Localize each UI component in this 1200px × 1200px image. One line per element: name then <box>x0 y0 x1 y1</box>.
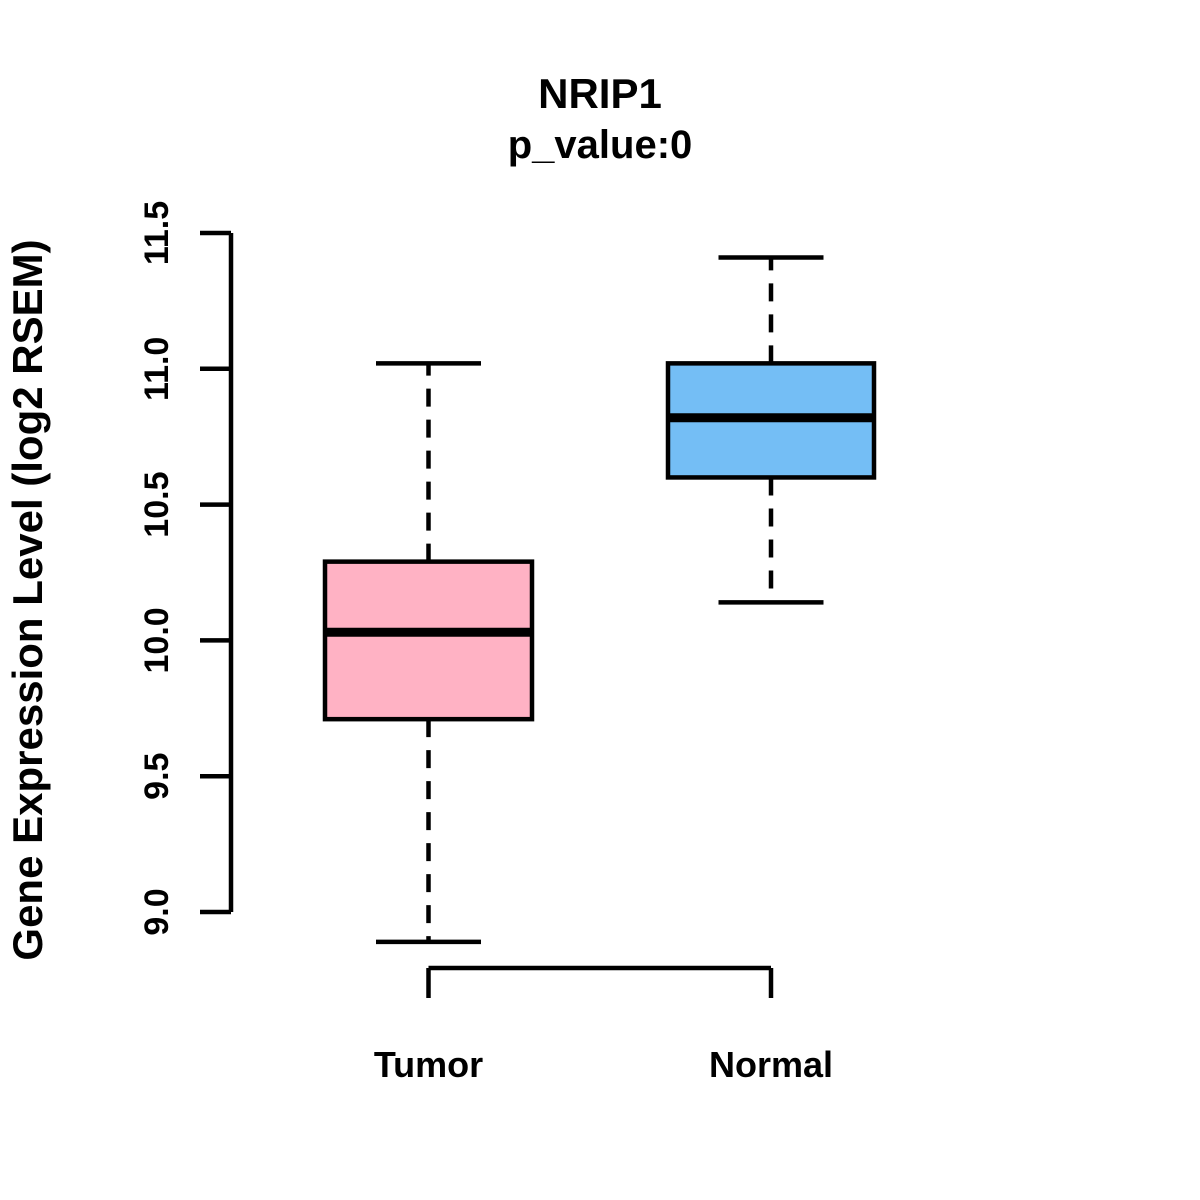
plot-area: Tumor Normal <box>322 255 877 1085</box>
chart-subtitle: p_value:0 <box>508 123 693 167</box>
x-category-label: Normal <box>709 1044 833 1085</box>
iqr-box <box>322 559 535 722</box>
y-tick-label: 9.0 <box>138 888 176 935</box>
y-axis: 9.0 9.5 10.0 10.5 11.0 11.5 <box>138 201 234 936</box>
chart-title: NRIP1 <box>538 70 662 117</box>
x-axis <box>426 965 774 998</box>
x-category-label: Tumor <box>374 1044 483 1085</box>
y-tick-label: 10.5 <box>138 472 176 538</box>
y-tick-label: 9.5 <box>138 753 176 800</box>
y-tick-label: 11.0 <box>138 337 176 401</box>
box-group-tumor <box>322 361 535 945</box>
box-group-normal <box>665 255 877 605</box>
y-tick-label: 10.0 <box>138 607 176 673</box>
y-axis-title: Gene Expression Level (log2 RSEM) <box>4 239 51 960</box>
y-tick-label: 11.5 <box>138 201 176 265</box>
